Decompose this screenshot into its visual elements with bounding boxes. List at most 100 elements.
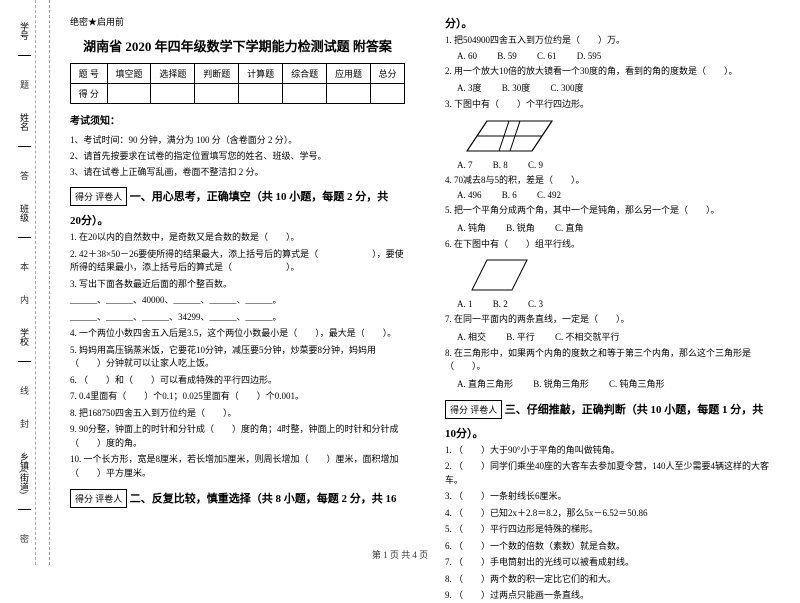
q2-8-choices: A. 直角三角形 B. 锐角三角形 C. 钝角三角形 — [457, 377, 780, 390]
q2-2-c: C. 300度 — [551, 83, 584, 93]
q2-8-b: B. 锐角三角形 — [533, 379, 589, 389]
section-2-title: 二、反复比较，慎重选择（共 8 小题，每题 2 分，共 16 — [130, 493, 397, 505]
field-school: 学校 — [18, 328, 31, 362]
parallelogram-shape — [457, 255, 780, 295]
q2-2-choices: A. 3度 B. 30度 C. 300度 — [457, 81, 780, 94]
q2-8-a: A. 直角三角形 — [457, 379, 513, 389]
q2-1-b: B. 59 — [497, 51, 517, 61]
q2-2: 2. 用一个放大10倍的放大镜看一个30度的角，看到的角的度数是（ ）。 — [445, 65, 780, 79]
q2-1-choices: A. 60 B. 59 C. 61 D. 595 — [457, 51, 780, 61]
marker-mi: 密 — [18, 534, 31, 543]
q1-1: 1. 在20以内的自然数中，是奇数又是合数的数是（ ）。 — [70, 231, 405, 245]
q2-5: 5. 把一个平角分成两个角，其中一个是钝角，那么另一个是（ ）。 — [445, 204, 780, 218]
notice-2: 2、请首先按要求在试卷的指定位置填写您的姓名、班级、学号。 — [70, 149, 405, 162]
exam-page: 学号 题 姓名 答 班级 本 内 学校 线 封 乡镇(街道) 密 绝密★启用前 … — [0, 0, 800, 565]
q2-3-a: A. 7 — [457, 160, 473, 170]
td-7 — [370, 84, 404, 104]
q2-5-choices: A. 钝角 B. 锐角 C. 直角 — [457, 221, 780, 234]
q2-7-a: A. 相交 — [457, 332, 486, 342]
q3-4: 4. （ ）已知2x＋2.8＝8.2，那么5x－6.52＝50.86 — [445, 507, 780, 521]
q2-4-c: C. 492 — [537, 190, 561, 200]
q2-4: 4. 70减去8与5的积，差是（ ）。 — [445, 174, 780, 188]
marker-da: 答 — [18, 171, 31, 180]
marker-feng: 封 — [18, 419, 31, 428]
q3-8: 8. （ ）两个数的积一定比它们的和大。 — [445, 573, 780, 587]
q2-3: 3. 下图中有（ ）个平行四边形。 — [445, 98, 780, 112]
th-3: 判断题 — [195, 64, 239, 84]
section-1-title: 一、用心思考，正确填空（共 10 小题，每题 2 分，共 — [130, 191, 389, 203]
notice-list: 1、考试时间：90 分钟，满分为 100 分（含卷面分 2 分）。 2、请首先按… — [70, 133, 405, 178]
section-3-title: 三、仔细推敲，正确判断（共 10 小题，每题 1 分，共 — [505, 404, 764, 416]
q2-1-d: D. 595 — [577, 51, 602, 61]
q1-6: 6. （ ）和（ ）可以看成特殊的平行四边形。 — [70, 374, 405, 388]
q2-3-choices: A. 7 B. 8 C. 9 — [457, 160, 780, 170]
q1-2: 2. 42＋38×50－26要使所得的结果最大，添上括号后的算式是（ ），要使所… — [70, 248, 405, 275]
q3-2: 2. （ ）同学们乘坐40座的大客车去参加夏令营，140人至少需要4辆这样的大客… — [445, 460, 780, 487]
th-4: 计算题 — [239, 64, 283, 84]
table-score-row: 得 分 — [71, 84, 405, 104]
content-area: 绝密★启用前 湖南省 2020 年四年级数学下学期能力检测试题 附答案 题 号 … — [50, 0, 800, 565]
q2-1: 1. 把504900四舍五入到万位约是（ ）万。 — [445, 34, 780, 48]
q2-2-b: B. 30度 — [502, 83, 531, 93]
q2-7-b: B. 平行 — [506, 332, 535, 342]
binding-margin: 学号 题 姓名 答 班级 本 内 学校 线 封 乡镇(街道) 密 — [0, 0, 50, 565]
right-column: 分）。 1. 把504900四舍五入到万位约是（ ）万。 A. 60 B. 59… — [425, 0, 800, 565]
q2-1-c: C. 61 — [537, 51, 557, 61]
q1-8: 8. 把168750四舍五入到万位约是（ ）。 — [70, 407, 405, 421]
q3-9: 9. （ ）过两点只能画一条直线。 — [445, 589, 780, 603]
td-1 — [107, 84, 151, 104]
marker-box-1: 得分 评卷人 — [70, 187, 127, 206]
q3-3: 3. （ ）一条射线长6厘米。 — [445, 490, 780, 504]
q2-4-b: B. 6 — [502, 190, 517, 200]
notice-1: 1、考试时间：90 分钟，满分为 100 分（含卷面分 2 分）。 — [70, 133, 405, 146]
q2-5-b: B. 锐角 — [506, 223, 535, 233]
q2-3-b: B. 8 — [493, 160, 508, 170]
field-student-id: 学号 — [18, 22, 31, 56]
field-town: 乡镇(街道) — [18, 452, 31, 510]
q2-4-a: A. 496 — [457, 190, 482, 200]
marker-ti: 题 — [18, 80, 31, 89]
q2-5-a: A. 钝角 — [457, 223, 486, 233]
td-6 — [327, 84, 371, 104]
q2-5-c: C. 直角 — [555, 223, 584, 233]
q2-1-a: A. 60 — [457, 51, 477, 61]
q1-9: 9. 90分整，钟面上的时针和分针成（ ）度的角；4时整，钟面上的时针和分针成（… — [70, 423, 405, 450]
page-footer: 第 1 页 共 4 页 — [0, 548, 800, 561]
td-0: 得 分 — [71, 84, 108, 104]
table-header-row: 题 号 填空题 选择题 判断题 计算题 综合题 应用题 总分 — [71, 64, 405, 84]
td-2 — [151, 84, 195, 104]
q2-7: 7. 在同一平面内的两条直线，一定是（ ）。 — [445, 313, 780, 327]
marker-xian: 线 — [18, 386, 31, 395]
secret-label: 绝密★启用前 — [70, 15, 405, 28]
q2-6-c: C. 3 — [528, 299, 543, 309]
td-5 — [283, 84, 327, 104]
q1-7: 7. 0.4里面有（ ）个0.1；0.025里面有（ ）个0.001。 — [70, 390, 405, 404]
marker-ben: 本 — [18, 262, 31, 271]
q3-5: 5. （ ）平行四边形是特殊的梯形。 — [445, 523, 780, 537]
q1-3: 3. 写出下面各数最近后面的那个整百数。 — [70, 278, 405, 292]
marker-nei: 内 — [18, 295, 31, 304]
q1-3b: ______、______、______、34299、______、______… — [70, 311, 405, 325]
th-2: 选择题 — [151, 64, 195, 84]
q1-4: 4. 一个两位小数四舍五入后是3.5，这个两位小数最小是（ ），最大是（ ）。 — [70, 327, 405, 341]
parallelogram-grid-icon — [457, 116, 557, 156]
q2-6-a: A. 1 — [457, 299, 473, 309]
section-3-title-b: 10分）。 — [445, 425, 780, 441]
marker-box-2: 得分 评卷人 — [70, 489, 127, 508]
th-0: 题 号 — [71, 64, 108, 84]
q2-3-c: C. 9 — [528, 160, 543, 170]
q2-8-c: C. 钝角三角形 — [609, 379, 665, 389]
q2-6: 6. 在下图中有（ ）组平行线。 — [445, 238, 780, 252]
q2-2-a: A. 3度 — [457, 83, 482, 93]
q2-7-choices: A. 相交 B. 平行 C. 不相交就平行 — [457, 330, 780, 343]
marker-box-3: 得分 评卷人 — [445, 400, 502, 419]
parallelogram-grid-shape — [457, 116, 780, 156]
field-class: 班级 — [18, 204, 31, 238]
td-3 — [195, 84, 239, 104]
q2-8: 8. 在三角形中，如果两个内角的度数之和等于第三个内角，那么这个三角形是（ ）。 — [445, 347, 780, 374]
section-2-title-b: 分）。 — [445, 15, 780, 31]
th-6: 应用题 — [327, 64, 371, 84]
q1-10: 10. 一个长方形，宽是8厘米，若长增加5厘米，则周长增加（ ）厘米，面积增加（… — [70, 453, 405, 480]
parallelogram-icon — [457, 255, 537, 295]
q2-4-choices: A. 496 B. 6 C. 492 — [457, 190, 780, 200]
